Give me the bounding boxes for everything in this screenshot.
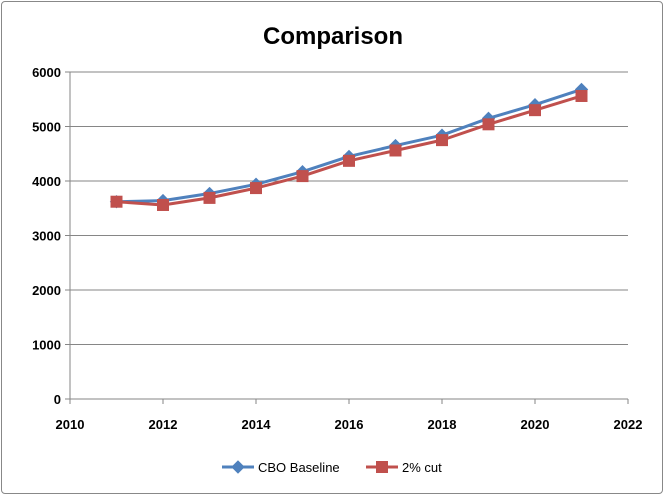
legend-label: CBO Baseline (258, 460, 340, 475)
data-point (157, 198, 169, 211)
data-point (203, 191, 216, 204)
y-tick-label: 4000 (32, 174, 61, 189)
series-line (116, 88, 582, 204)
legend-marker (231, 460, 245, 474)
legend-label: 2% cut (402, 460, 442, 475)
data-point (250, 182, 262, 195)
x-tick-label: 2020 (521, 417, 550, 432)
y-tick-label: 2000 (32, 283, 61, 298)
x-tick-label: 2018 (428, 417, 457, 432)
data-point (575, 89, 588, 102)
x-axis-ticks: 2010 2012 2014 2016 2018 2020 2022 (56, 399, 643, 432)
x-tick-label: 2012 (149, 417, 178, 432)
data-point (482, 118, 495, 131)
x-tick-label: 2016 (335, 417, 364, 432)
series-two-percent-cut (110, 89, 588, 211)
y-tick-label: 1000 (32, 338, 61, 353)
data-point (529, 104, 541, 117)
legend: CBO Baseline 2% cut (222, 460, 442, 475)
legend-item: CBO Baseline (222, 460, 340, 475)
gridlines (70, 71, 628, 345)
x-tick-label: 2014 (242, 417, 272, 432)
data-point (436, 134, 448, 147)
legend-marker (376, 461, 388, 473)
y-tick-label: 0 (54, 392, 61, 407)
x-tick-label: 2022 (614, 417, 643, 432)
y-axis-ticks: 0 1000 2000 3000 4000 5000 6000 (32, 65, 70, 407)
data-point (110, 195, 123, 208)
series-layer (109, 82, 589, 211)
legend-item: 2% cut (366, 460, 442, 475)
data-point (296, 170, 309, 183)
y-tick-label: 5000 (32, 120, 61, 135)
y-tick-label: 3000 (32, 229, 61, 244)
data-point (389, 144, 402, 157)
y-tick-label: 6000 (32, 65, 61, 80)
x-tick-label: 2010 (56, 417, 85, 432)
series-cbo-baseline (109, 82, 589, 209)
chart-title: Comparison (263, 23, 403, 50)
data-point (343, 154, 355, 167)
